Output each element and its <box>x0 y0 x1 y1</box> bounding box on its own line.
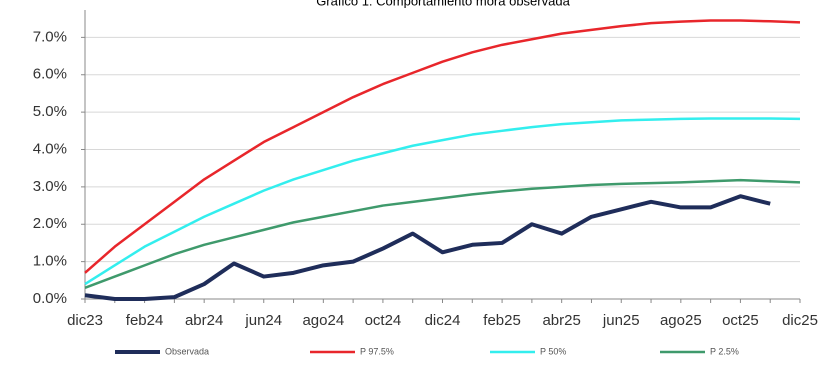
series-line <box>84 19 801 274</box>
y-tick-label: 7.0% <box>33 28 67 45</box>
x-tick-label: feb24 <box>126 312 164 329</box>
y-tick-label: 0.0% <box>33 290 67 307</box>
series-line <box>84 178 801 289</box>
legend-label: P 50% <box>540 346 566 356</box>
x-tick-label: jun25 <box>602 312 640 329</box>
legend-label: Observada <box>165 346 209 356</box>
series-line <box>84 194 771 301</box>
x-tick-label: dic25 <box>782 312 818 329</box>
x-tick-label: dic24 <box>425 312 461 329</box>
y-tick-label: 1.0% <box>33 253 67 270</box>
y-tick-label: 2.0% <box>33 215 67 232</box>
y-tick-label: 6.0% <box>33 66 67 83</box>
x-tick-label: abr25 <box>542 312 580 329</box>
chart-title: Gráfico 1: Comportamiento mora observada <box>316 0 570 8</box>
x-tick-label: abr24 <box>185 312 223 329</box>
y-tick-label: 4.0% <box>33 140 67 157</box>
x-tick-label: ago24 <box>302 312 344 329</box>
x-tick-label: dic23 <box>67 312 103 329</box>
legend-label: P 97.5% <box>360 346 394 356</box>
series-line <box>84 117 801 286</box>
y-tick-label: 5.0% <box>33 103 67 120</box>
x-tick-label: oct25 <box>722 312 759 329</box>
y-tick-label: 3.0% <box>33 178 67 195</box>
x-tick-label: oct24 <box>365 312 402 329</box>
x-tick-label: feb25 <box>483 312 521 329</box>
x-tick-label: jun24 <box>244 312 282 329</box>
x-tick-label: ago25 <box>660 312 702 329</box>
legend-label: P 2.5% <box>710 346 739 356</box>
